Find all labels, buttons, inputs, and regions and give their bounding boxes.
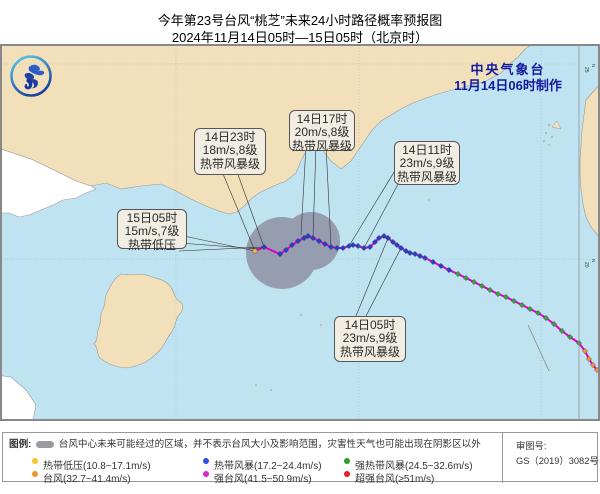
svg-text:20: 20 xyxy=(583,262,589,268)
svg-text:N: N xyxy=(591,64,596,67)
svg-text:N: N xyxy=(591,259,596,262)
